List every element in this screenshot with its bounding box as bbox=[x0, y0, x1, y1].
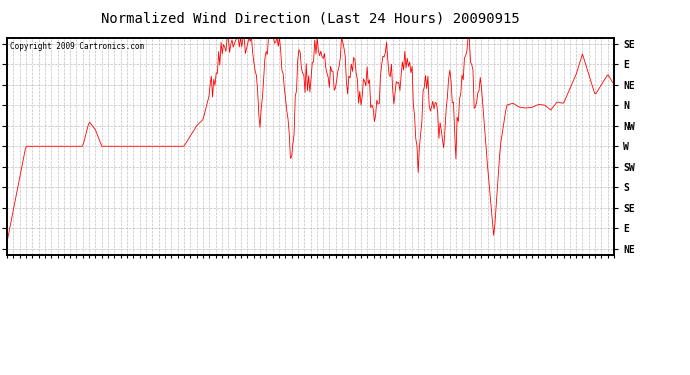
Text: Copyright 2009 Cartronics.com: Copyright 2009 Cartronics.com bbox=[10, 42, 144, 51]
Text: Normalized Wind Direction (Last 24 Hours) 20090915: Normalized Wind Direction (Last 24 Hours… bbox=[101, 11, 520, 25]
